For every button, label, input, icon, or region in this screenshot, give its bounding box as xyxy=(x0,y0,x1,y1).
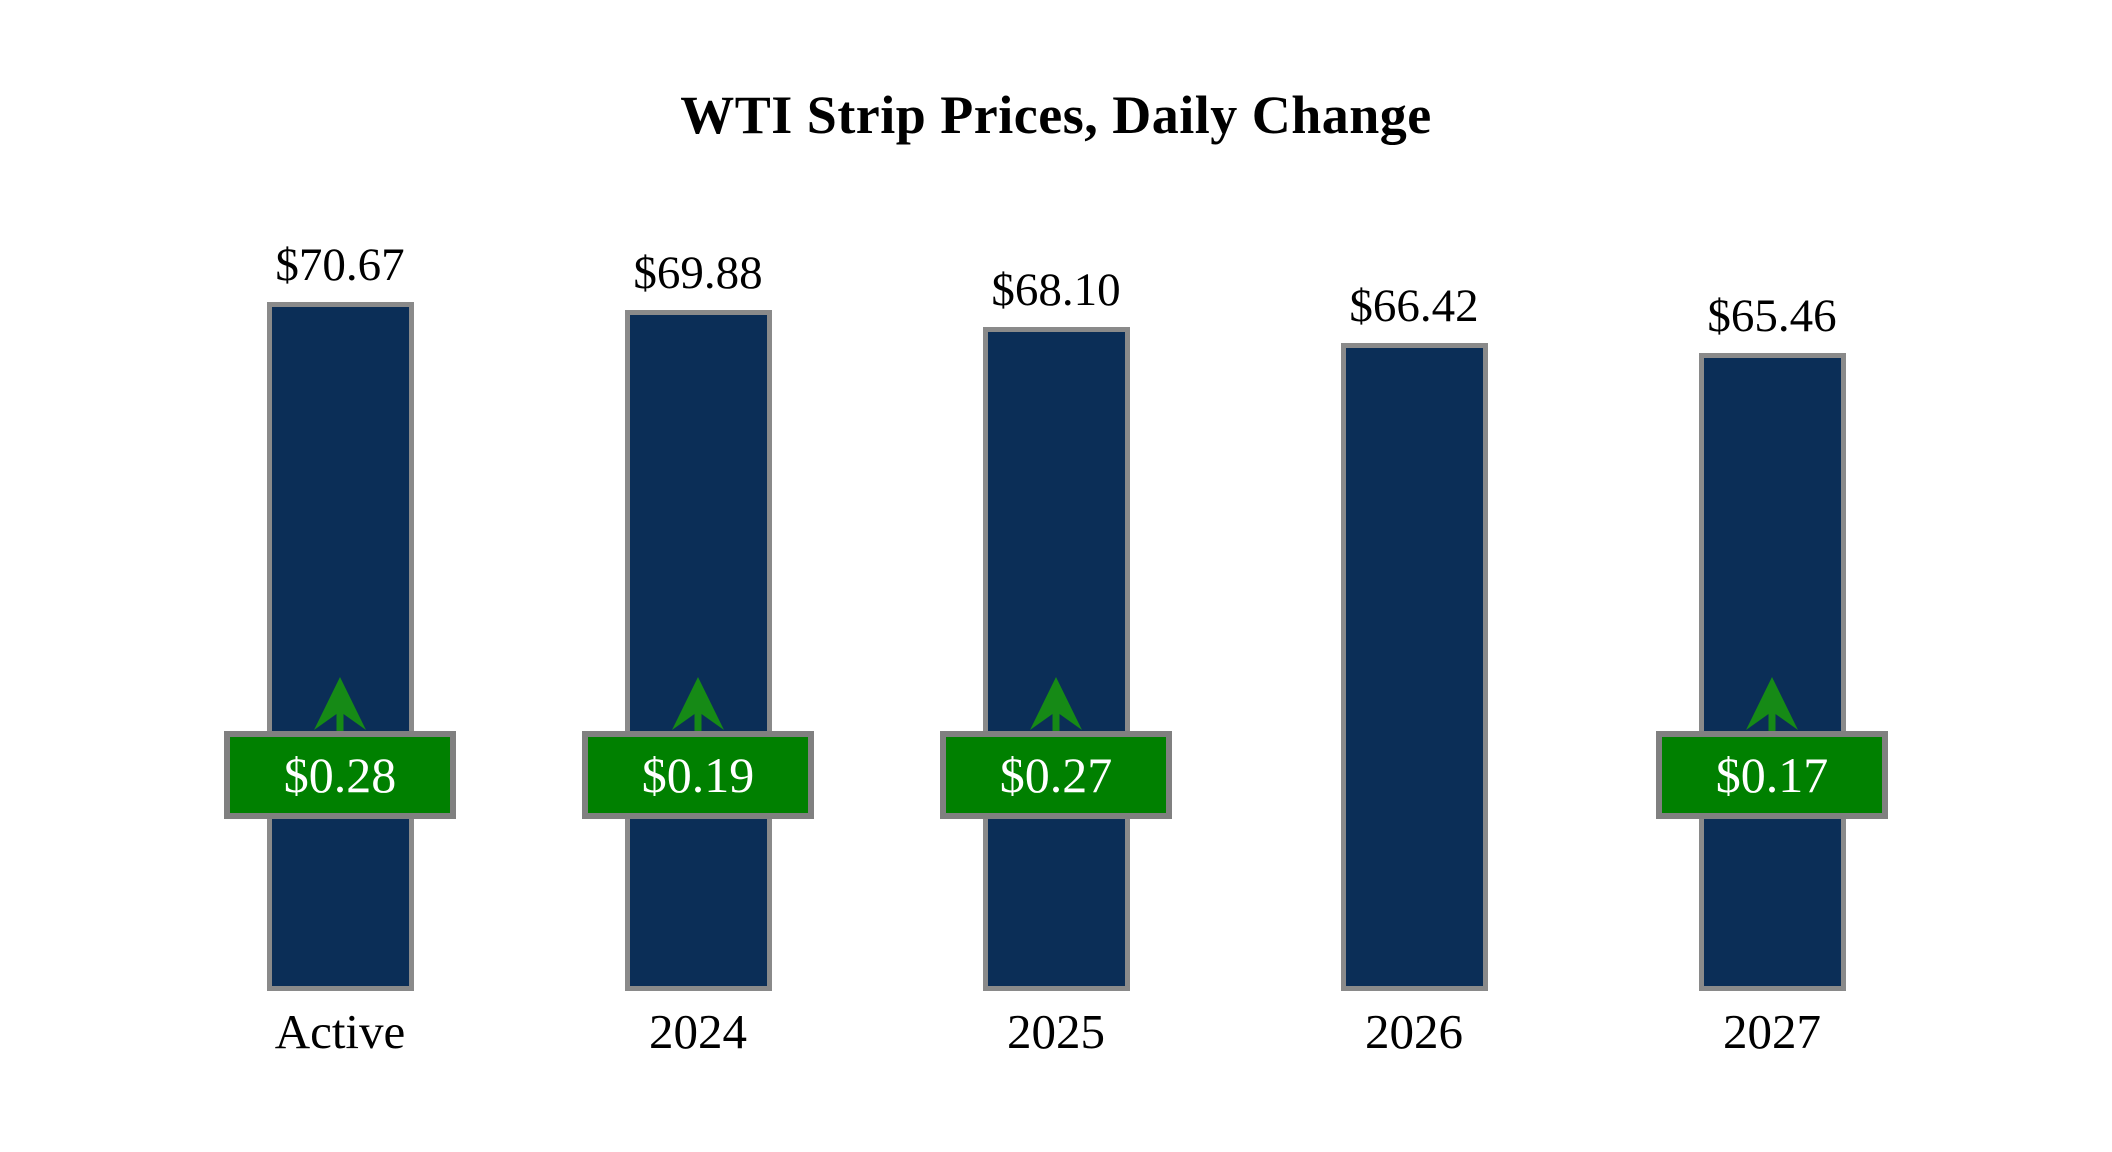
bar-value-label: $68.10 xyxy=(991,264,1121,316)
daily-change-badge: $0.27 xyxy=(940,731,1172,819)
up-arrow-icon xyxy=(672,677,724,735)
bar-value-label: $69.88 xyxy=(633,247,763,299)
daily-change-badge: $0.17 xyxy=(1656,731,1888,819)
up-arrow-icon xyxy=(1030,677,1082,735)
bar-value-label: $65.46 xyxy=(1707,290,1837,342)
bar-value-label: $66.42 xyxy=(1349,280,1479,332)
bar xyxy=(982,327,1130,991)
daily-change-badge: $0.19 xyxy=(582,731,814,819)
daily-change-value: $0.28 xyxy=(283,747,397,803)
bar xyxy=(266,302,414,991)
chart-title: WTI Strip Prices, Daily Change xyxy=(680,85,1432,145)
bar xyxy=(1698,353,1846,991)
category-label: 2024 xyxy=(649,1004,747,1059)
bar xyxy=(1340,343,1488,991)
daily-change-value: $0.27 xyxy=(999,747,1113,803)
daily-change-value: $0.17 xyxy=(1715,747,1829,803)
up-arrow-icon xyxy=(1746,677,1798,735)
category-label: 2025 xyxy=(1007,1004,1105,1059)
bar-value-label: $70.67 xyxy=(275,239,405,291)
up-arrow-icon xyxy=(314,677,366,735)
category-label: 2027 xyxy=(1723,1004,1821,1059)
category-label: Active xyxy=(274,1004,406,1059)
category-label: 2026 xyxy=(1365,1004,1463,1059)
daily-change-value: $0.19 xyxy=(641,747,755,803)
bar xyxy=(624,310,772,991)
daily-change-badge: $0.28 xyxy=(224,731,456,819)
